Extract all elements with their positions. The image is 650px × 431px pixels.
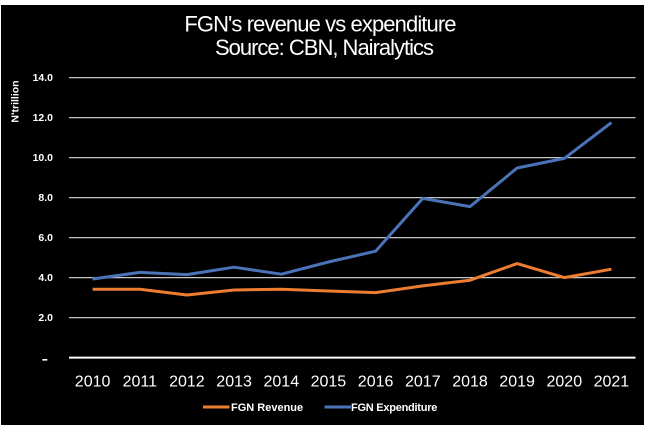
svg-text:6.0: 6.0	[38, 232, 53, 244]
svg-text:2015: 2015	[311, 374, 347, 391]
svg-text:2010: 2010	[75, 374, 111, 391]
svg-text:10.0: 10.0	[33, 152, 54, 164]
svg-text:2018: 2018	[452, 374, 488, 391]
svg-text:2012: 2012	[169, 374, 205, 391]
svg-text:2016: 2016	[358, 374, 394, 391]
svg-text:2017: 2017	[405, 374, 441, 391]
svg-text:14.0: 14.0	[33, 72, 54, 84]
svg-text:12.0: 12.0	[33, 112, 54, 124]
svg-text:N'trillion: N'trillion	[10, 80, 22, 122]
svg-text:Source: CBN, Nairalytics: Source: CBN, Nairalytics	[215, 35, 434, 60]
svg-text:FGN Revenue: FGN Revenue	[231, 402, 303, 414]
svg-text:2019: 2019	[499, 374, 535, 391]
svg-text:FGN Expenditure: FGN Expenditure	[351, 402, 437, 414]
svg-text:2.0: 2.0	[38, 312, 53, 324]
svg-text:2011: 2011	[123, 374, 158, 391]
svg-text:2014: 2014	[264, 374, 300, 391]
svg-text:2020: 2020	[547, 374, 583, 391]
svg-text:2013: 2013	[216, 374, 252, 391]
svg-text:FGN's revenue vs expenditure: FGN's revenue vs expenditure	[184, 12, 456, 37]
svg-text:4.0: 4.0	[38, 272, 53, 284]
svg-text:2021: 2021	[594, 374, 630, 391]
svg-text:8.0: 8.0	[38, 192, 53, 204]
